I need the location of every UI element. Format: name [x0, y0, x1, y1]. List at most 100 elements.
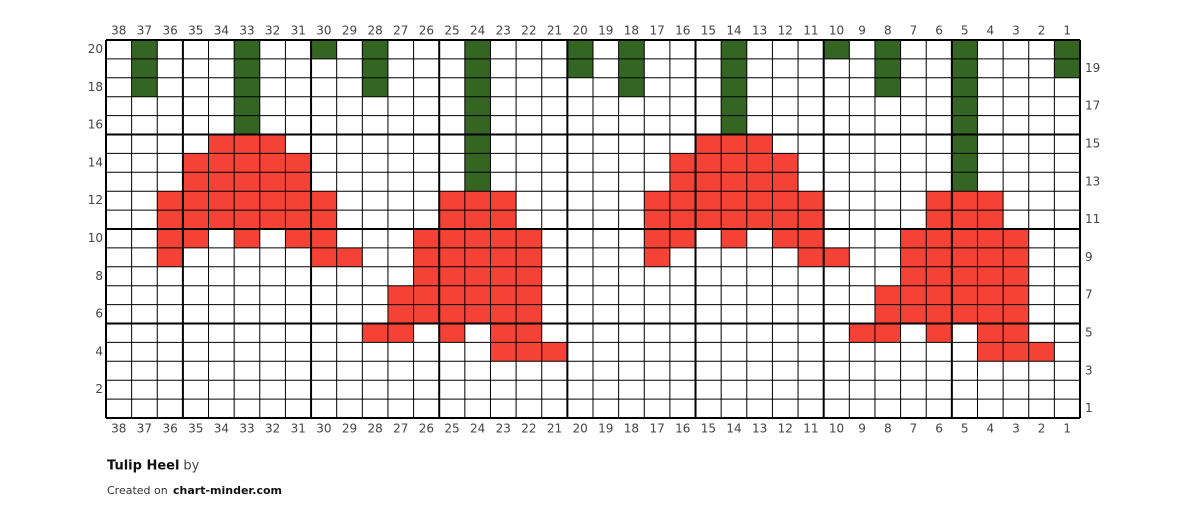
cell: [439, 77, 465, 97]
cell: [490, 323, 517, 343]
cell: [644, 40, 670, 59]
cell: [798, 285, 824, 305]
cell: [849, 323, 875, 343]
cell: [490, 172, 517, 192]
cell: [490, 96, 517, 116]
cell: [1028, 172, 1055, 192]
cell: [285, 380, 312, 400]
cell: [490, 399, 517, 418]
cell: [1028, 304, 1055, 324]
cell: [157, 380, 183, 400]
cell: [490, 342, 517, 362]
cell: [695, 172, 722, 192]
column-number: 13: [752, 422, 767, 436]
cell: [900, 285, 927, 305]
cell: [669, 380, 696, 400]
cell: [413, 58, 440, 78]
cell: [798, 229, 824, 248]
column-number: 2: [1038, 422, 1046, 436]
cell: [926, 304, 952, 324]
row-number: 16: [88, 118, 103, 132]
cell: [695, 266, 722, 286]
cell: [746, 77, 773, 97]
cell: [926, 172, 952, 192]
column-number: 21: [547, 24, 562, 38]
cell: [285, 134, 312, 154]
cell: [1054, 40, 1080, 59]
cell: [567, 380, 593, 400]
cell: [746, 304, 773, 324]
cell: [926, 285, 952, 305]
cell: [336, 58, 363, 78]
cell: [362, 399, 388, 418]
cell: [208, 342, 235, 362]
cell: [926, 399, 952, 418]
column-number: 6: [935, 422, 943, 436]
cell: [618, 323, 645, 343]
cell: [746, 96, 773, 116]
column-number: 28: [367, 422, 382, 436]
cell: [1054, 134, 1080, 154]
cell: [567, 285, 593, 305]
cell: [439, 266, 465, 286]
cell: [746, 361, 773, 381]
cell: [285, 172, 312, 192]
column-number: 19: [598, 422, 613, 436]
cell: [157, 191, 183, 211]
cell: [439, 247, 465, 267]
cell: [1003, 247, 1029, 267]
cell: [490, 210, 517, 229]
column-number: 1: [1063, 422, 1071, 436]
cell: [490, 40, 517, 59]
cell: [900, 58, 927, 78]
cell: [106, 304, 132, 324]
column-number: 7: [910, 24, 918, 38]
cell: [567, 172, 593, 192]
cell: [669, 342, 696, 362]
cell: [208, 361, 235, 381]
cell: [234, 58, 260, 78]
cell: [157, 58, 183, 78]
cell: [823, 191, 850, 211]
cell: [977, 58, 1004, 78]
cell: [259, 96, 286, 116]
cell: [951, 134, 978, 154]
cell: [669, 247, 696, 267]
cell: [387, 40, 414, 59]
cell: [874, 304, 901, 324]
cell: [131, 342, 158, 362]
cell: [798, 323, 824, 343]
cell: [618, 58, 645, 78]
cell: [516, 285, 542, 305]
cell: [234, 153, 260, 173]
cell: [644, 191, 670, 211]
cell: [593, 172, 619, 192]
cell: [977, 210, 1004, 229]
cell: [234, 342, 260, 362]
cell: [951, 77, 978, 97]
cell: [618, 285, 645, 305]
cell: [618, 115, 645, 135]
cell: [362, 229, 388, 248]
cell: [644, 58, 670, 78]
cell: [387, 210, 414, 229]
cell: [644, 285, 670, 305]
cell: [644, 153, 670, 173]
cell: [567, 229, 593, 248]
cell: [695, 380, 722, 400]
credit-site[interactable]: chart-minder.com: [173, 484, 282, 497]
cell: [900, 191, 927, 211]
cell: [951, 399, 978, 418]
cell: [823, 172, 850, 192]
cell: [106, 172, 132, 192]
cell: [182, 40, 209, 59]
cell: [131, 247, 158, 267]
cell: [772, 58, 799, 78]
cell: [567, 134, 593, 154]
cell: [874, 266, 901, 286]
cell: [669, 361, 696, 381]
cell: [1003, 115, 1029, 135]
column-number: 34: [214, 24, 229, 38]
cell: [413, 380, 440, 400]
cell: [567, 40, 593, 59]
